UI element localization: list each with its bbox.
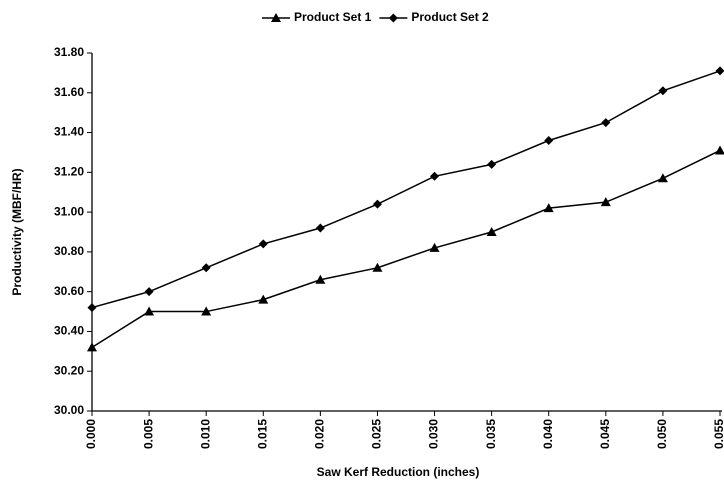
marker <box>315 274 326 284</box>
y-tick-label: 30.00 <box>54 403 84 417</box>
series-line <box>91 70 721 309</box>
y-tick-label: 31.40 <box>54 125 84 139</box>
legend-label: Product Set 1 <box>294 10 372 24</box>
marker <box>486 227 497 236</box>
marker <box>600 197 611 207</box>
marker <box>315 223 325 233</box>
y-tick-label: 31.80 <box>54 45 84 59</box>
x-tick-label: 0.035 <box>484 419 498 449</box>
x-tick-label: 0.050 <box>655 419 669 449</box>
marker <box>87 342 97 352</box>
x-tick-label: 0.055 <box>712 419 724 449</box>
marker <box>715 66 724 76</box>
y-tick-label: 30.40 <box>54 324 84 338</box>
x-tick-label: 0.030 <box>427 419 441 449</box>
marker <box>543 203 554 213</box>
x-tick-label: 0.005 <box>141 419 155 449</box>
y-tick-label: 31.20 <box>54 165 84 179</box>
marker <box>87 303 97 313</box>
x-tick-label: 0.015 <box>255 419 269 449</box>
x-tick-label: 0.010 <box>198 419 212 449</box>
x-tick-label: 0.045 <box>598 419 612 449</box>
marker <box>658 86 668 96</box>
marker <box>144 287 154 297</box>
marker <box>601 118 611 128</box>
marker <box>144 306 155 316</box>
marker <box>372 199 382 209</box>
marker <box>429 242 440 252</box>
y-tick-label: 30.60 <box>54 284 84 298</box>
marker <box>201 263 211 273</box>
x-tick-label: 0.025 <box>370 419 384 449</box>
marker <box>715 145 724 155</box>
marker <box>487 159 497 169</box>
marker <box>657 173 668 183</box>
x-tick-label: 0.020 <box>313 419 327 449</box>
marker <box>372 262 383 272</box>
y-tick-label: 30.80 <box>54 244 84 258</box>
legend-marker <box>388 13 398 23</box>
marker <box>258 294 269 304</box>
y-axis-title: Productivity (MBF/HR) <box>10 168 24 295</box>
marker <box>430 171 440 181</box>
legend-label: Product Set 2 <box>411 10 489 24</box>
y-tick-label: 31.60 <box>54 85 84 99</box>
x-tick-label: 0.040 <box>541 419 555 449</box>
series-line <box>91 149 721 348</box>
x-axis-title: Saw Kerf Reduction (inches) <box>317 465 480 479</box>
y-tick-label: 30.20 <box>54 363 84 377</box>
x-tick-label: 0.000 <box>84 419 98 449</box>
marker <box>544 136 554 146</box>
y-tick-label: 31.00 <box>54 204 84 218</box>
marker <box>258 239 268 249</box>
marker <box>201 306 212 316</box>
legend-marker <box>271 13 281 22</box>
